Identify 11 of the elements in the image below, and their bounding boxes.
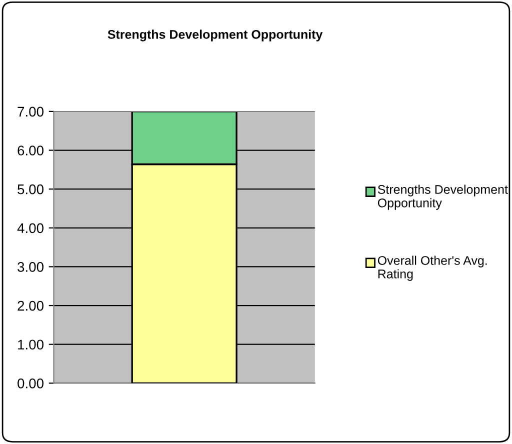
y-tick-label: 7.00 — [18, 106, 44, 117]
chart-title: Strengths Development Opportunity — [108, 30, 323, 42]
y-tick-label: 2.00 — [18, 300, 44, 311]
y-tick-label: 0.00 — [18, 378, 44, 388]
y-tick-label: 1.00 — [18, 340, 44, 350]
legend-label: Strengths Development Opportunity — [378, 184, 508, 210]
y-tick-label: 6.00 — [18, 146, 44, 156]
y-tick-label: 5.00 — [18, 184, 44, 194]
legend-label: Overall Other's Avg. Rating — [378, 256, 487, 281]
y-tick-label: 3.00 — [18, 262, 44, 272]
y-tick-label: 4.00 — [17, 223, 44, 234]
